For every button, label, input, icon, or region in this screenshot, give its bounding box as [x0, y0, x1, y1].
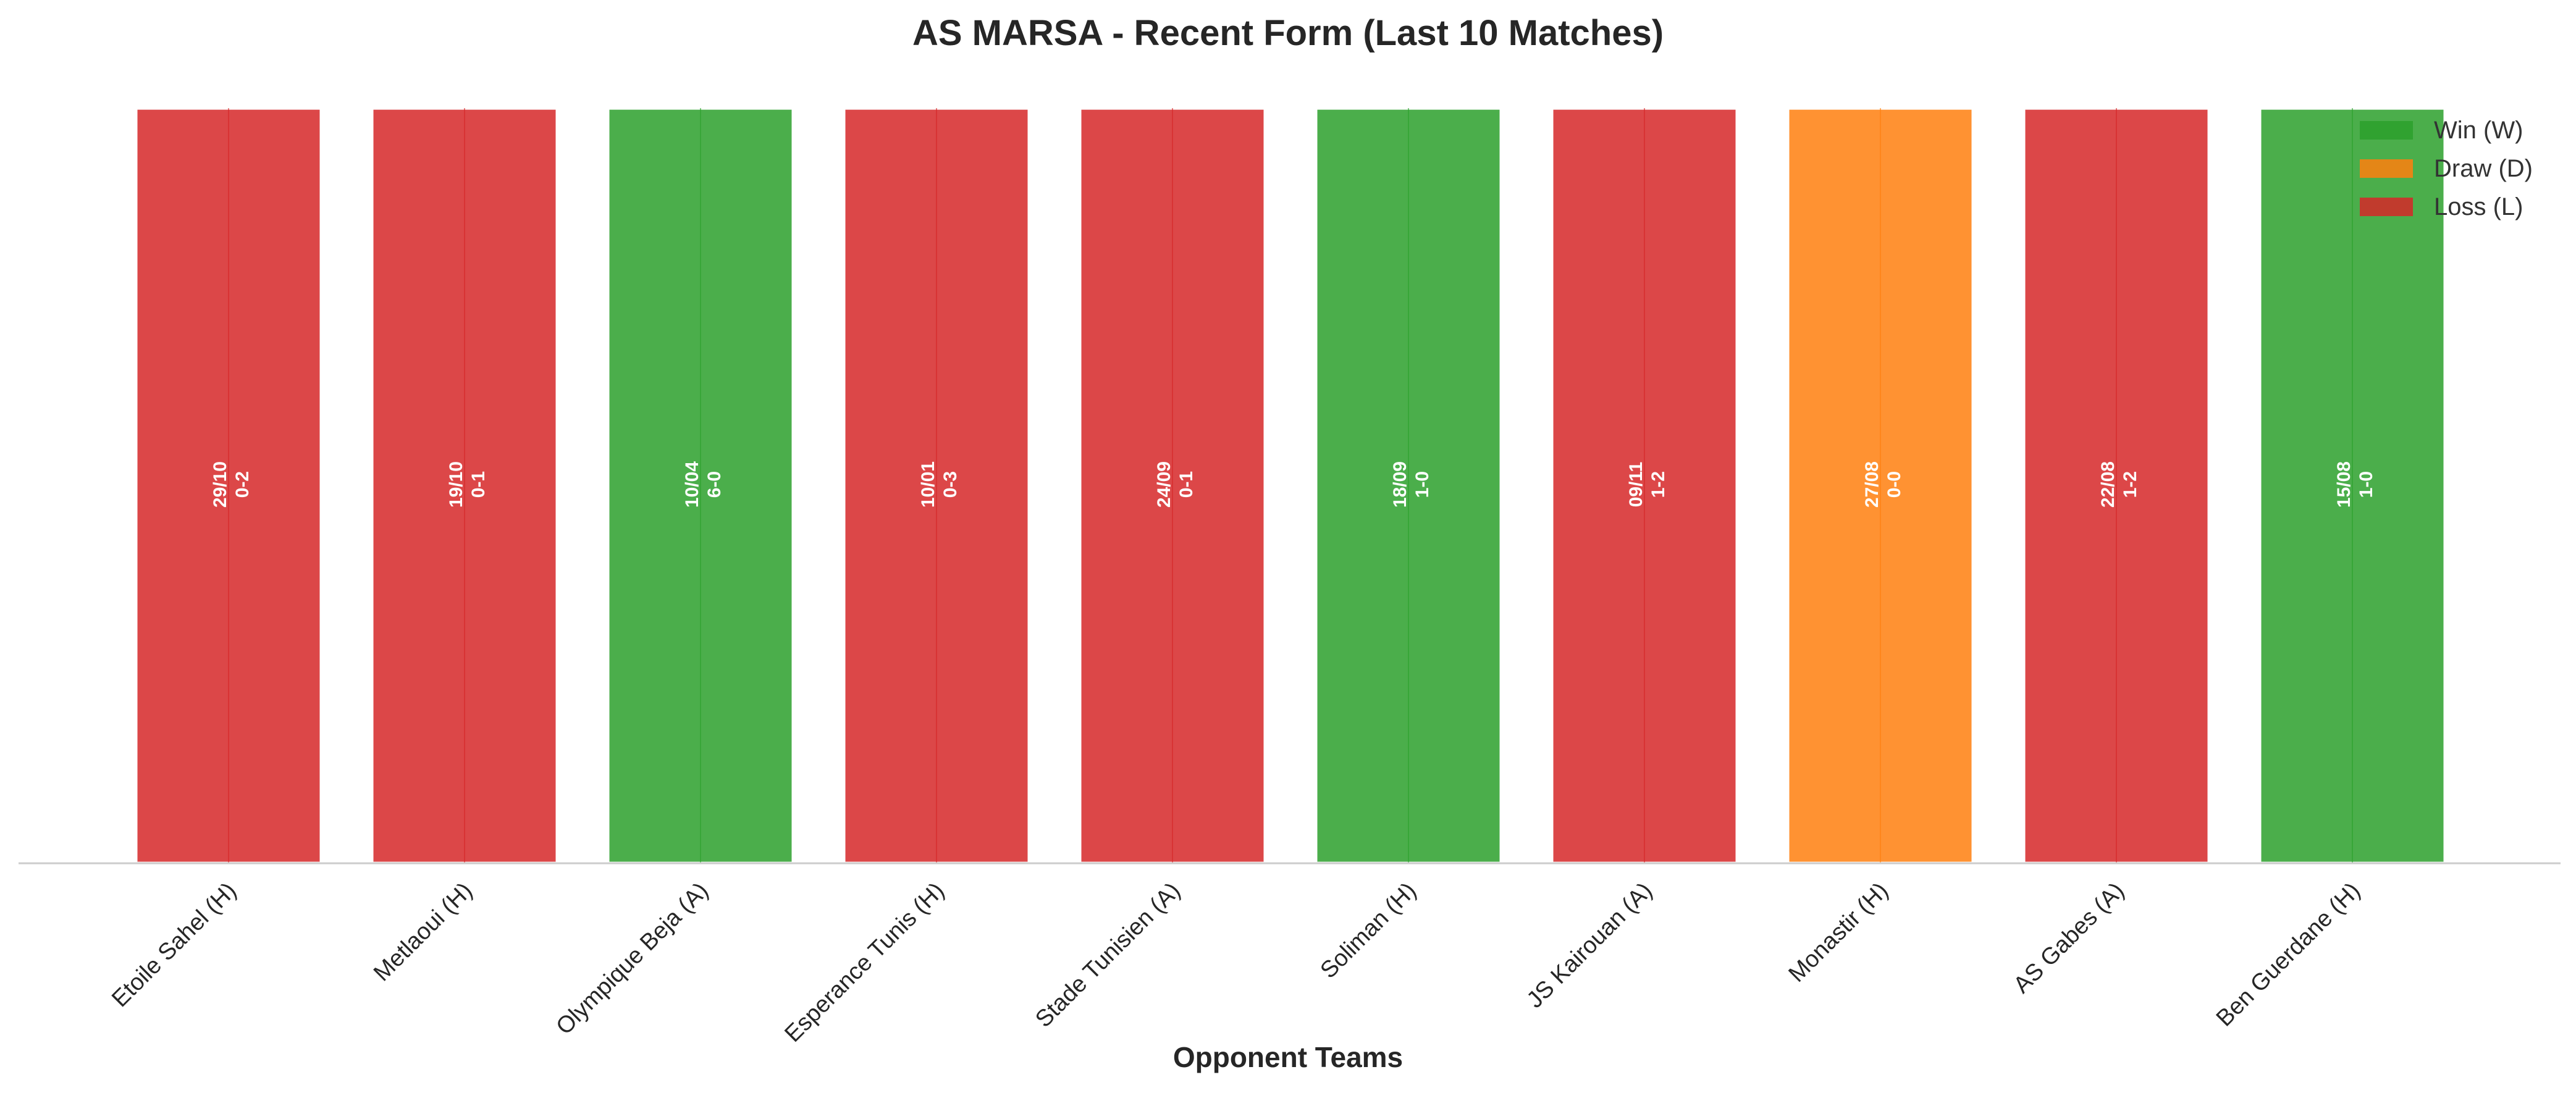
x-tick-label: Stade Tunisien (A) — [1030, 877, 1185, 1032]
bar-score-label: 1-2 — [2120, 471, 2140, 498]
x-tick-label: Soliman (H) — [1315, 877, 1421, 984]
bar-data-label: 19/10 0-1 — [446, 461, 489, 508]
bar-data-label: 10/04 6-0 — [682, 461, 725, 508]
bar-date-label: 10/04 — [682, 461, 702, 508]
bar-score-label: 0-1 — [468, 471, 489, 498]
legend-item-loss: Loss (L) — [2360, 188, 2533, 226]
x-tick-label: Esperance Tunis (H) — [780, 877, 949, 1047]
bar-date-label: 18/09 — [1390, 461, 1410, 508]
chart-title: AS MARSA - Recent Form (Last 10 Matches) — [912, 13, 1664, 53]
bar-data-label: 10/01 0-3 — [918, 461, 961, 508]
bar-score-label: 0-2 — [232, 471, 253, 498]
bar-date-label: 24/09 — [1154, 461, 1174, 508]
legend-label-win: Win (W) — [2434, 116, 2523, 144]
x-tick-label: JS Kairouan (A) — [1522, 877, 1657, 1013]
x-tick-label: Monastir (H) — [1784, 877, 1894, 987]
bar-data-label: 18/09 1-0 — [1390, 461, 1433, 508]
bar-score-label: 0-3 — [940, 471, 961, 498]
bar-data-label: 29/10 0-2 — [210, 461, 253, 508]
bar-date-label: 19/10 — [446, 461, 466, 508]
x-tick-label: Metlaoui (H) — [369, 877, 478, 986]
bar-score-label: 0-1 — [1176, 471, 1197, 498]
legend-label-loss: Loss (L) — [2434, 193, 2523, 220]
x-tick-label: Ben Guerdane (H) — [2212, 877, 2365, 1031]
legend-item-win: Win (W) — [2360, 111, 2533, 149]
bar-score-label: 1-0 — [1412, 471, 1433, 498]
legend-swatch-draw — [2360, 159, 2413, 178]
bar-data-label: 09/11 1-2 — [1626, 462, 1669, 507]
bar-score-label: 1-2 — [1648, 471, 1669, 498]
bar-date-label: 29/10 — [210, 461, 230, 508]
bar-date-label: 22/08 — [2098, 461, 2118, 508]
bar-score-label: 0-0 — [1884, 471, 1905, 498]
bar-data-label: 22/08 1-2 — [2098, 461, 2140, 508]
legend-item-draw: Draw (D) — [2360, 149, 2533, 188]
bar-date-label: 10/01 — [918, 461, 938, 508]
legend-swatch-loss — [2360, 198, 2413, 216]
x-tick-label: AS Gabes (A) — [2009, 877, 2129, 998]
bar-date-label: 09/11 — [1626, 462, 1646, 507]
bar-date-label: 27/08 — [1862, 461, 1882, 508]
bar-data-label: 15/08 1-0 — [2334, 461, 2376, 508]
bar-data-label: 24/09 0-1 — [1154, 461, 1197, 508]
x-tick-label: Olympique Beja (A) — [551, 877, 713, 1040]
x-tick-label: Etoile Sahel (H) — [107, 877, 242, 1012]
bar-date-label: 15/08 — [2334, 461, 2354, 508]
bar-score-label: 1-0 — [2356, 471, 2376, 498]
legend-swatch-win — [2360, 121, 2413, 140]
bar-data-label: 27/08 0-0 — [1862, 461, 1905, 508]
x-axis-label: Opponent Teams — [1172, 1041, 1404, 1073]
bar-score-label: 6-0 — [704, 471, 725, 498]
chart-legend: Win (W) Draw (D) Loss (L) — [2360, 111, 2533, 226]
legend-label-draw: Draw (D) — [2434, 154, 2533, 182]
